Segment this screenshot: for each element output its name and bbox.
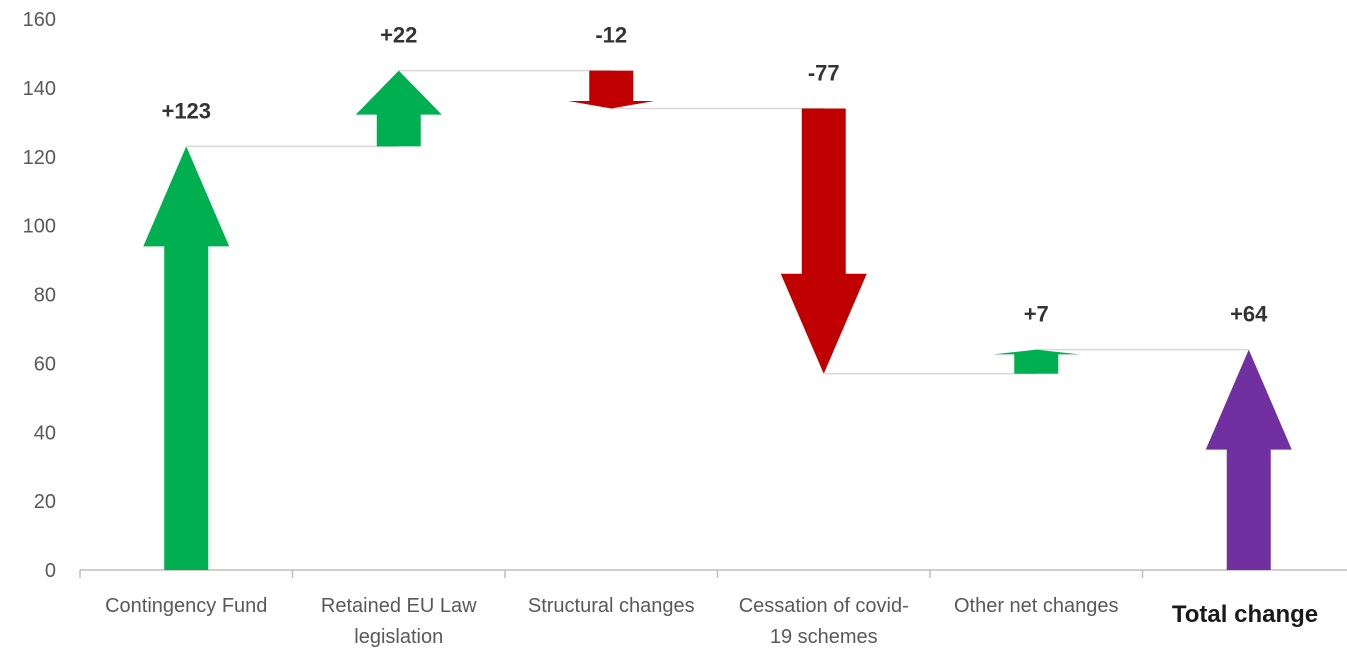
category-label: Other net changes [954,595,1119,617]
axis-layer: 0 20 40 60 80 100 120 140 160 [23,9,1347,582]
y-tick-label: 60 [34,353,56,375]
arrow-total [1205,349,1292,570]
y-tick-label: 80 [34,285,56,307]
category-label: Contingency Fund [105,595,267,617]
y-tick-label: 40 [34,422,56,444]
arrow-decrease [780,108,867,374]
data-label: +64 [1230,302,1268,327]
arrow-increase [355,70,442,147]
data-label: -12 [595,23,627,48]
data-label: +22 [380,23,417,48]
category-label: 19 schemes [770,626,878,648]
arrow-increase [993,349,1080,374]
y-tick-label: 0 [45,560,56,582]
y-tick-label: 120 [23,147,56,169]
data-label: -77 [808,61,840,86]
arrow-increase [143,146,230,570]
category-label: legislation [354,626,443,648]
label-layer: Contingency Fund Retained EU Law legislati… [105,23,1318,648]
y-tick-label: 160 [23,9,56,31]
category-label: Retained EU Law [321,595,477,617]
category-label: Cessation of covid- [739,595,909,617]
connector-layer [186,69,1249,375]
arrow-decrease [568,70,655,109]
y-tick-label: 140 [23,78,56,100]
arrow-layer [143,70,1292,570]
y-tick-label: 100 [23,216,56,238]
category-label: Structural changes [528,595,695,617]
category-label: Total change [1172,601,1318,628]
data-label: +7 [1024,302,1049,327]
y-tick-label: 20 [34,491,56,513]
data-label: +123 [161,98,211,123]
